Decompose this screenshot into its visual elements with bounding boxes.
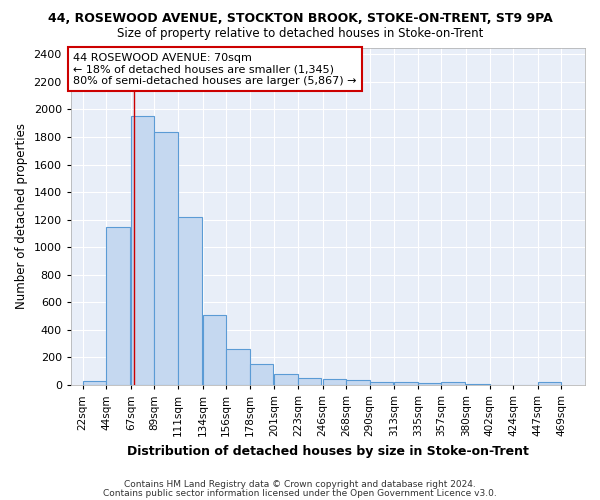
X-axis label: Distribution of detached houses by size in Stoke-on-Trent: Distribution of detached houses by size … [127,444,529,458]
Bar [203,315,226,385]
Text: 44, ROSEWOOD AVENUE, STOCKTON BROOK, STOKE-ON-TRENT, ST9 9PA: 44, ROSEWOOD AVENUE, STOCKTON BROOK, STO… [47,12,553,26]
Bar [226,348,250,385]
Text: Size of property relative to detached houses in Stoke-on-Trent: Size of property relative to detached ho… [117,28,483,40]
Text: Contains public sector information licensed under the Open Government Licence v3: Contains public sector information licen… [103,488,497,498]
Bar [394,382,418,385]
Bar [83,381,106,385]
Text: 44 ROSEWOOD AVENUE: 70sqm
← 18% of detached houses are smaller (1,345)
80% of se: 44 ROSEWOOD AVENUE: 70sqm ← 18% of detac… [73,52,357,86]
Bar [274,374,298,385]
Bar [418,384,442,385]
Bar [442,382,465,385]
Text: Contains HM Land Registry data © Crown copyright and database right 2024.: Contains HM Land Registry data © Crown c… [124,480,476,489]
Bar [298,378,322,385]
Bar [106,226,130,385]
Bar [370,382,393,385]
Bar [154,132,178,385]
Bar [178,217,202,385]
Bar [250,364,273,385]
Bar [323,379,346,385]
Bar [466,384,490,385]
Y-axis label: Number of detached properties: Number of detached properties [15,124,28,310]
Bar [538,382,562,385]
Bar [131,116,154,385]
Bar [346,380,370,385]
